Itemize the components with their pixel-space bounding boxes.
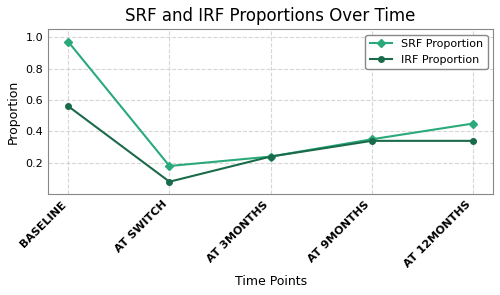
Line: SRF Proportion: SRF Proportion (66, 39, 476, 169)
IRF Proportion (470, 139, 476, 142)
IRF Proportion (166, 180, 172, 183)
IRF Proportion (368, 139, 374, 142)
Y-axis label: Proportion: Proportion (7, 80, 20, 144)
SRF Proportion (66, 40, 71, 44)
Line: IRF Proportion: IRF Proportion (66, 104, 476, 184)
Legend: SRF Proportion, IRF Proportion: SRF Proportion, IRF Proportion (366, 35, 488, 69)
IRF Proportion (66, 104, 71, 108)
Title: SRF and IRF Proportions Over Time: SRF and IRF Proportions Over Time (126, 7, 416, 25)
X-axis label: Time Points: Time Points (234, 275, 306, 288)
SRF Proportion (166, 164, 172, 168)
SRF Proportion (268, 155, 274, 158)
SRF Proportion (368, 137, 374, 141)
IRF Proportion (268, 155, 274, 158)
SRF Proportion (470, 122, 476, 125)
